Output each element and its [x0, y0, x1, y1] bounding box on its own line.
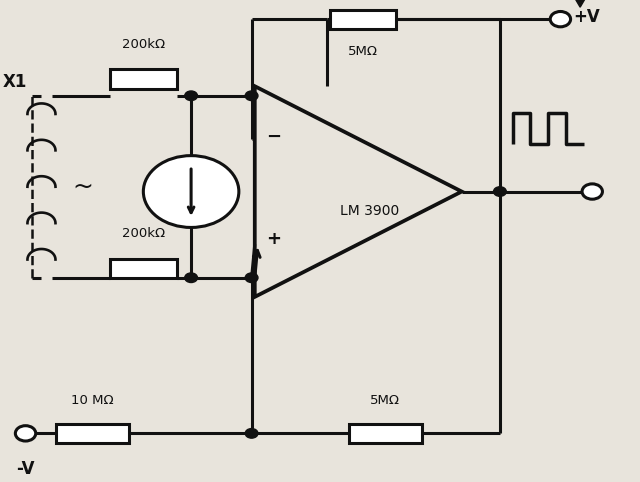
Bar — [56, 424, 129, 443]
Text: LM 3900: LM 3900 — [340, 204, 399, 218]
Text: 200kΩ: 200kΩ — [122, 38, 165, 51]
Text: ~: ~ — [72, 175, 93, 199]
Circle shape — [185, 91, 198, 101]
Circle shape — [185, 273, 198, 282]
Text: 5MΩ: 5MΩ — [348, 45, 378, 58]
Text: 200kΩ: 200kΩ — [122, 228, 165, 241]
Text: +V: +V — [573, 8, 600, 26]
Circle shape — [143, 156, 239, 228]
Polygon shape — [573, 0, 587, 7]
Circle shape — [15, 426, 36, 441]
Text: 5MΩ: 5MΩ — [371, 394, 400, 407]
Circle shape — [245, 91, 258, 101]
Bar — [349, 424, 422, 443]
Text: X1: X1 — [3, 73, 27, 91]
Circle shape — [550, 12, 571, 27]
Circle shape — [245, 273, 258, 282]
Text: -V: -V — [16, 460, 35, 478]
Text: 10 MΩ: 10 MΩ — [71, 394, 114, 407]
Bar — [330, 10, 396, 29]
Circle shape — [493, 187, 506, 196]
Text: +: + — [266, 230, 282, 248]
Bar — [110, 69, 177, 89]
Circle shape — [582, 184, 602, 199]
Text: −: − — [266, 127, 282, 146]
Circle shape — [245, 428, 258, 438]
Bar — [110, 258, 177, 278]
